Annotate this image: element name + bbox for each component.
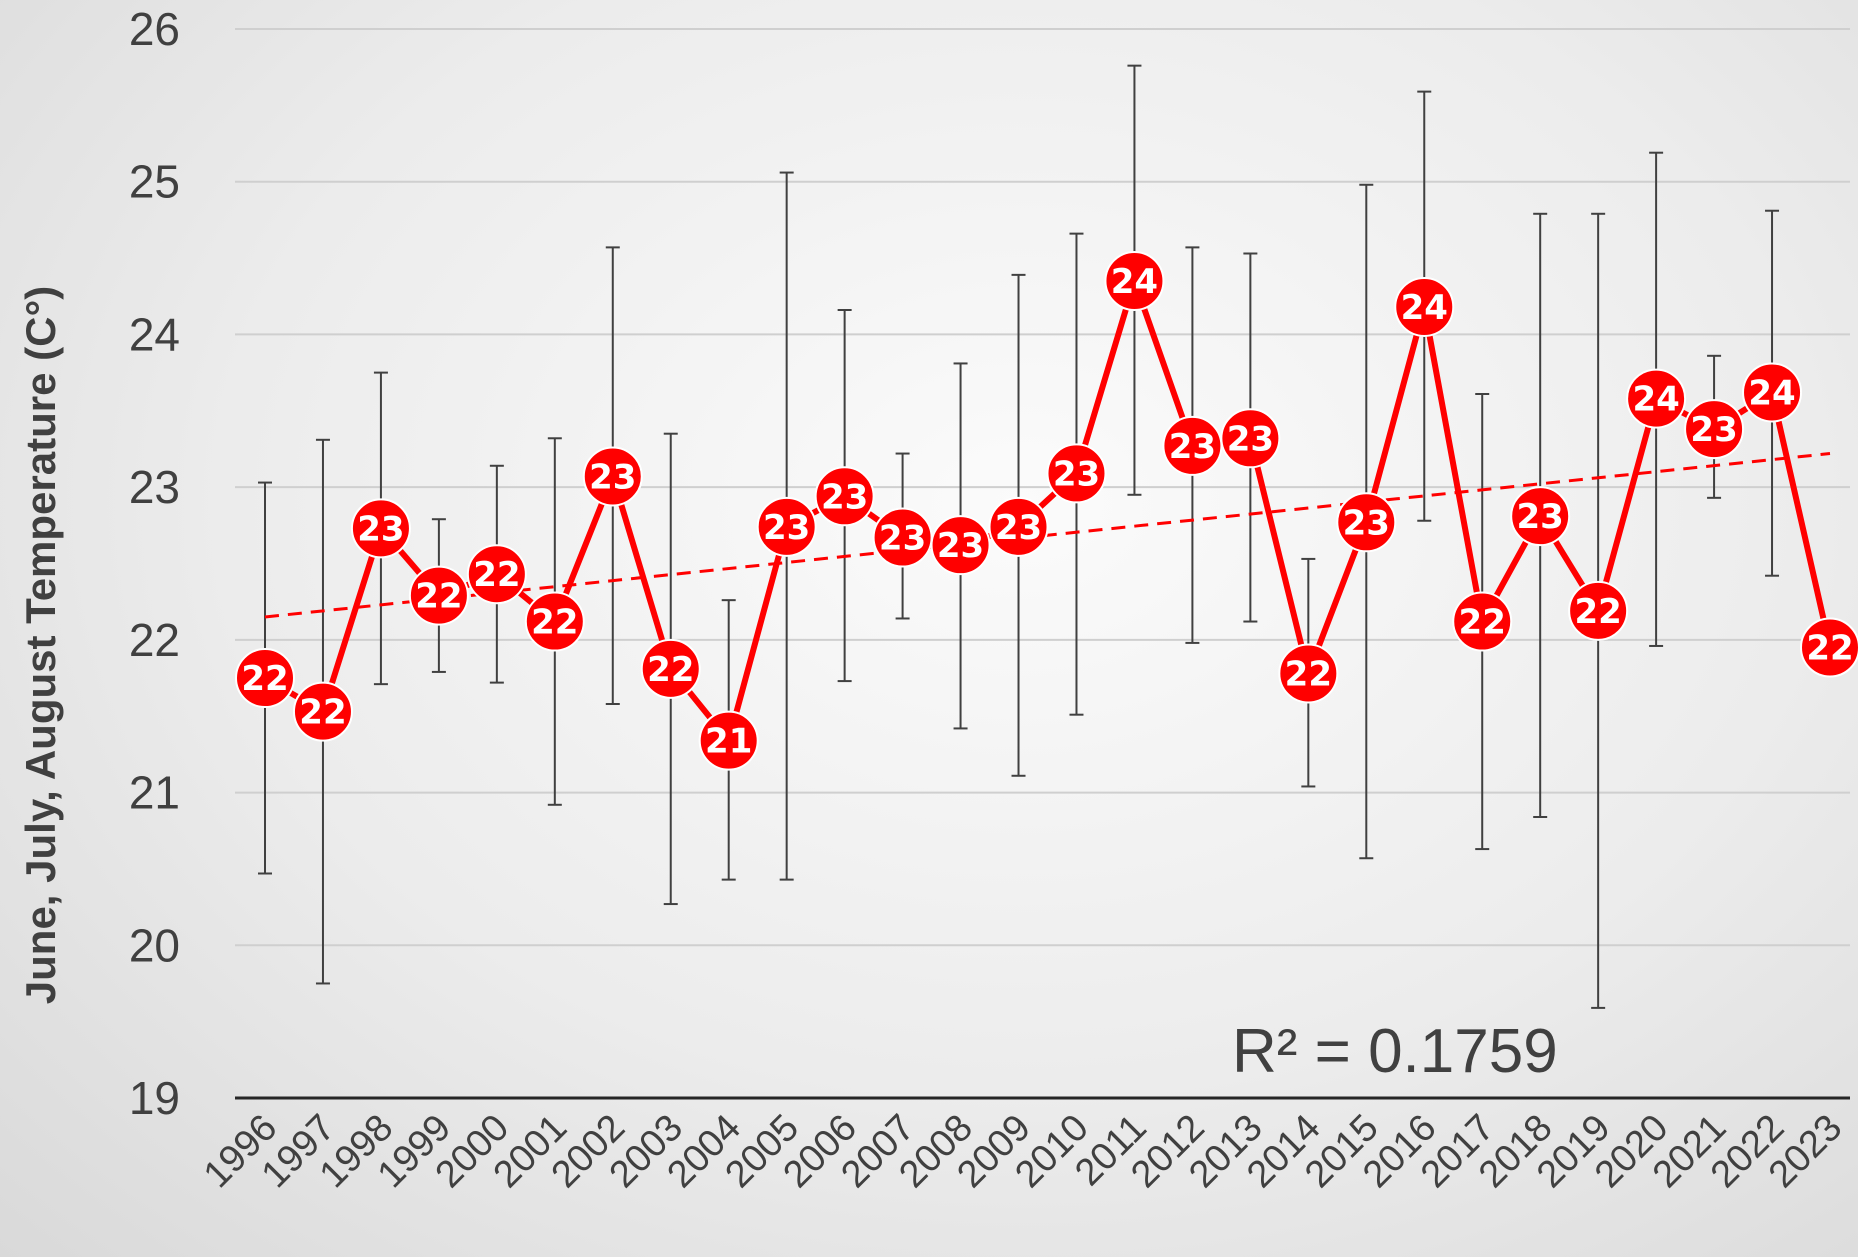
data-label: 22 xyxy=(531,603,578,643)
data-point xyxy=(1220,408,1281,469)
data-point xyxy=(1336,492,1397,553)
data-point xyxy=(1104,250,1165,311)
data-label: 24 xyxy=(1632,380,1679,420)
data-label: 23 xyxy=(1343,503,1390,543)
data-point xyxy=(640,638,701,699)
data-label: 23 xyxy=(357,509,404,549)
data-label: 21 xyxy=(705,722,752,762)
data-label: 22 xyxy=(415,577,462,617)
data-label: 23 xyxy=(1227,419,1274,459)
data-point xyxy=(466,544,527,605)
data-label: 23 xyxy=(937,526,984,566)
y-tick-label: 19 xyxy=(129,1072,180,1124)
data-label: 23 xyxy=(589,457,636,497)
y-tick-label: 21 xyxy=(129,767,180,819)
series-line xyxy=(263,277,1833,744)
y-tick-label: 24 xyxy=(129,308,180,360)
data-label: 23 xyxy=(1517,497,1564,537)
data-label: 23 xyxy=(821,477,868,517)
y-axis-label: June, July, August Temperature (C°) xyxy=(17,286,64,1004)
data-label: 23 xyxy=(1053,454,1100,494)
data-point xyxy=(1510,486,1571,547)
data-point xyxy=(988,496,1049,557)
y-tick-label: 26 xyxy=(129,3,180,55)
data-point xyxy=(1046,443,1107,504)
data-label: 24 xyxy=(1401,288,1448,328)
data-point xyxy=(292,681,353,742)
data-point xyxy=(1568,580,1629,641)
data-label: 22 xyxy=(647,650,694,690)
trendline xyxy=(264,452,1831,619)
y-tick-label: 22 xyxy=(129,614,180,666)
data-point xyxy=(1452,591,1513,652)
data-point xyxy=(930,515,991,576)
data-label: 23 xyxy=(1169,427,1216,467)
data-label: 22 xyxy=(473,555,520,595)
data-label: 24 xyxy=(1748,373,1795,413)
data-label: 23 xyxy=(879,519,926,559)
data-label: 22 xyxy=(1806,628,1853,668)
data-label: 23 xyxy=(995,508,1042,548)
data-label: 24 xyxy=(1111,262,1158,302)
y-axis-ticks: 19 20 21 22 23 24 25 26 xyxy=(129,3,180,1124)
data-label: 22 xyxy=(1574,592,1621,632)
y-tick-label: 20 xyxy=(129,919,180,971)
data-point xyxy=(698,710,759,771)
data-point xyxy=(1800,617,1858,678)
data-point xyxy=(1278,643,1339,704)
y-tick-label: 23 xyxy=(129,461,180,513)
data-point xyxy=(350,498,411,559)
data-label: 23 xyxy=(1690,410,1737,450)
data-point xyxy=(1742,362,1803,423)
data-point xyxy=(756,496,817,557)
data-label: 22 xyxy=(1285,654,1332,694)
data-label: 23 xyxy=(763,508,810,548)
data-point xyxy=(814,466,875,527)
data-point xyxy=(582,446,643,507)
data-label: 22 xyxy=(299,693,346,733)
y-tick-label: 25 xyxy=(129,156,180,208)
grid-lines xyxy=(235,28,1850,947)
data-markers: 22 22 23 22 22 22 23 22 21 23 23 23 23 23 23 24 23 23 22 23… xyxy=(235,250,1858,771)
data-point xyxy=(524,591,585,652)
data-label: 22 xyxy=(241,659,288,699)
r-squared-annotation: R² = 0.1759 xyxy=(1232,1017,1558,1086)
data-label: 22 xyxy=(1459,603,1506,643)
x-axis-ticks: 1996199719981999200020012002200320042005… xyxy=(196,1107,1850,1196)
data-point xyxy=(1394,276,1455,337)
data-point xyxy=(1684,399,1745,460)
data-point xyxy=(235,648,295,709)
data-point xyxy=(408,565,469,626)
data-point xyxy=(1626,368,1687,429)
